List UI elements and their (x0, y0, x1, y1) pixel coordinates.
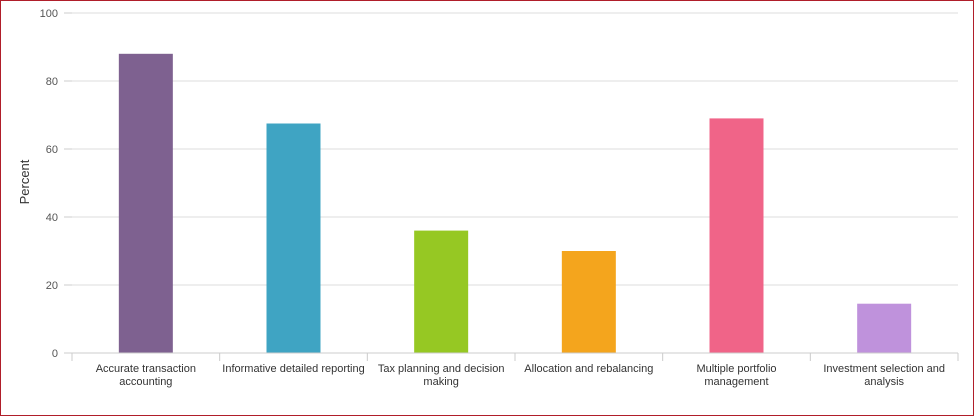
bar[interactable] (857, 303, 912, 353)
bars (118, 53, 912, 354)
bar[interactable] (414, 230, 469, 353)
y-tick-label: 0 (52, 348, 58, 360)
x-category-label: Accurate transaction accounting (96, 363, 196, 388)
gridlines (72, 12, 958, 286)
y-axis-ticks: 0 20 40 60 80 100 (40, 8, 72, 360)
y-tick-label: 60 (46, 144, 58, 156)
x-category-label: Multiple portfolio management (696, 363, 776, 388)
y-tick-label: 40 (46, 212, 58, 224)
x-category-label: Informative detailed reporting (222, 363, 364, 375)
x-axis (71, 352, 959, 361)
x-axis-labels: Accurate transaction accounting Informativ… (96, 363, 945, 388)
y-tick-label: 20 (46, 280, 58, 292)
y-tick-label: 100 (40, 8, 58, 20)
x-category-label: Tax planning and decision making (378, 363, 505, 388)
bar[interactable] (266, 123, 321, 354)
bar[interactable] (118, 53, 173, 354)
bar[interactable] (561, 251, 616, 353)
y-tick-label: 80 (46, 76, 58, 88)
bar[interactable] (709, 118, 764, 354)
x-category-label: Investment selection and analysis (823, 363, 945, 388)
x-category-label: Allocation and rebalancing (524, 363, 653, 375)
y-axis-title: Percent (17, 159, 32, 204)
